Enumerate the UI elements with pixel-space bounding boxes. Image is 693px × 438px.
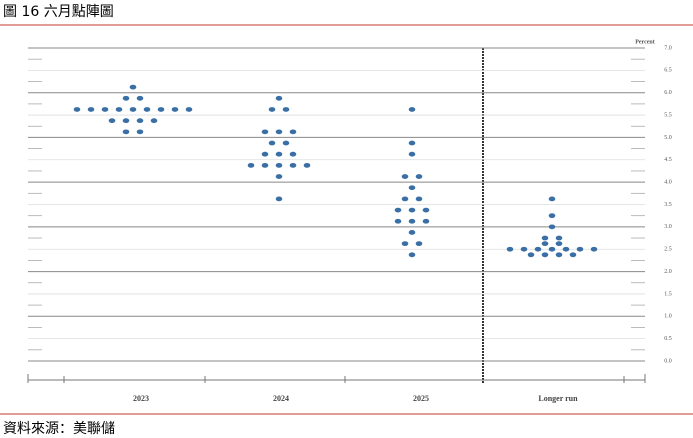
- dot: [401, 196, 409, 202]
- y-tick-label: 5.5: [664, 112, 672, 118]
- y-tick-label: 2.0: [664, 269, 672, 275]
- dot: [408, 185, 416, 191]
- y-tick-label: 3.0: [664, 224, 672, 230]
- dot: [555, 252, 563, 258]
- x-tick-label: 2024: [273, 394, 289, 403]
- dot: [408, 107, 416, 112]
- dot: [275, 129, 283, 135]
- dot: [136, 118, 144, 124]
- dot: [569, 252, 577, 258]
- dot: [185, 107, 193, 112]
- source: 資料來源：美聯儲: [3, 421, 115, 437]
- y-axis-label: Percent: [635, 39, 655, 45]
- dot: [275, 151, 283, 157]
- dot: [520, 246, 528, 252]
- y-tick-label: 1.0: [664, 314, 672, 320]
- y-tick-label: 4.5: [664, 157, 672, 163]
- y-tick-label: 4.0: [664, 180, 672, 186]
- dot: [87, 107, 95, 112]
- dot: [275, 196, 283, 202]
- dot: [150, 118, 158, 124]
- dot: [541, 241, 549, 247]
- dot: [534, 246, 542, 252]
- dot: [282, 140, 290, 146]
- x-axis-ticks: [27, 374, 646, 383]
- dot: [157, 107, 165, 112]
- dot: [576, 246, 584, 252]
- dot: [289, 162, 297, 168]
- dot: [415, 174, 423, 179]
- dot: [408, 230, 416, 235]
- dot: [275, 95, 283, 101]
- dot: [555, 241, 563, 247]
- dot: [408, 252, 416, 258]
- dot: [548, 213, 556, 219]
- dot: [548, 246, 556, 252]
- x-tick-label: 2025: [413, 394, 429, 403]
- dot: [394, 207, 402, 213]
- dot: [171, 107, 179, 112]
- caption: 圖 16 六月點陣圖: [3, 4, 114, 20]
- x-tick-label: 2023: [133, 394, 149, 403]
- dot: [562, 246, 570, 252]
- dot: [275, 174, 283, 179]
- dot: [275, 162, 283, 168]
- y-tick-label: 5.0: [664, 135, 672, 141]
- dot: [548, 196, 556, 202]
- dot: [541, 252, 549, 258]
- dot: [415, 196, 423, 202]
- dot: [136, 129, 144, 135]
- dot: [261, 162, 269, 168]
- dot: [136, 95, 144, 101]
- dot: [73, 107, 81, 112]
- dot: [415, 241, 423, 247]
- dot: [408, 151, 416, 157]
- dot: [408, 140, 416, 146]
- dot: [289, 129, 297, 135]
- dot: [115, 107, 123, 112]
- dot: [408, 207, 416, 213]
- y-tick-label: 1.5: [664, 291, 672, 297]
- dot: [143, 107, 151, 112]
- dot: [555, 235, 563, 241]
- dot: [506, 246, 514, 252]
- dot: [401, 241, 409, 247]
- x-tick-label: Longer run: [538, 394, 578, 403]
- dot: [101, 107, 109, 112]
- dot: [527, 252, 535, 258]
- dot: [394, 218, 402, 224]
- dot: [541, 235, 549, 241]
- dot: [261, 151, 269, 157]
- dot: [303, 162, 311, 168]
- dot: [268, 140, 276, 146]
- y-tick-label: 2.5: [664, 247, 672, 253]
- dot: [122, 129, 130, 135]
- dot: [247, 162, 255, 168]
- dot: [401, 174, 409, 179]
- y-tick-label: 6.5: [664, 68, 672, 74]
- dot: [289, 151, 297, 157]
- dot: [282, 107, 290, 112]
- dot: [422, 207, 430, 213]
- dot: [408, 218, 416, 224]
- y-tick-label: 0.0: [664, 358, 672, 364]
- dot: [129, 84, 137, 90]
- y-tick-label: 0.5: [664, 336, 672, 342]
- dot: [108, 118, 116, 124]
- dot: [590, 246, 598, 252]
- y-tick-label: 3.5: [664, 202, 672, 208]
- dot: [122, 118, 130, 124]
- y-tick-label: 6.0: [664, 90, 672, 96]
- dot: [548, 224, 556, 230]
- dot: [261, 129, 269, 135]
- dot: [422, 218, 430, 224]
- dot: [129, 107, 137, 112]
- dot: [122, 95, 130, 101]
- y-tick-label: 7.0: [664, 45, 672, 51]
- dot: [268, 107, 276, 112]
